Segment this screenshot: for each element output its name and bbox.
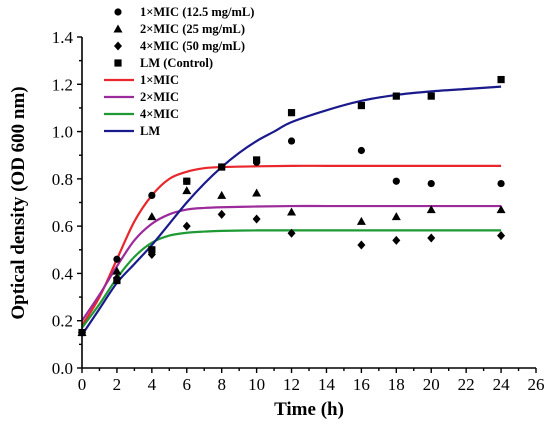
data-point-circle xyxy=(392,177,400,185)
x-tick-label: 14 xyxy=(318,375,336,394)
y-tick-label: 0.2 xyxy=(52,312,73,331)
x-tick-label: 6 xyxy=(183,375,192,394)
legend-label: 4×MIC (50 mg/mL) xyxy=(140,39,245,53)
data-point-square xyxy=(357,101,365,110)
y-tick-label: 0.4 xyxy=(52,264,74,283)
legend-label: 2×MIC xyxy=(140,90,179,104)
x-tick-label: 16 xyxy=(353,375,370,394)
data-point-square xyxy=(427,92,435,100)
data-point-triangle xyxy=(252,188,262,197)
fit-line-4 xyxy=(81,164,502,327)
y-tick-label: 0.6 xyxy=(52,217,73,236)
data-point-triangle xyxy=(426,205,436,214)
data-point-diamond xyxy=(497,231,506,241)
data-point-triangle xyxy=(496,205,506,214)
x-axis-title: Time (h) xyxy=(274,399,344,420)
data-point-triangle xyxy=(112,266,122,275)
data-point-triangle xyxy=(356,216,366,225)
y-tick-label: 0.8 xyxy=(52,170,73,189)
y-tick-label: 1.4 xyxy=(52,28,74,47)
data-point-diamond xyxy=(217,209,226,219)
x-tick-label: 10 xyxy=(248,375,265,394)
data-point-circle xyxy=(357,146,365,155)
data-point-circle xyxy=(287,137,296,145)
x-tick-label: 0 xyxy=(78,375,87,394)
data-point-diamond xyxy=(287,228,296,238)
x-tick-label: 2 xyxy=(113,375,122,394)
legend-label: 2×MIC (25 mg/mL) xyxy=(140,22,245,36)
data-point-diamond xyxy=(182,221,191,231)
data-point-triangle xyxy=(217,190,227,199)
legend-label: 1×MIC (12.5 mg/mL) xyxy=(140,5,254,19)
y-tick-label: 0.0 xyxy=(52,359,73,378)
data-point-square xyxy=(148,246,156,254)
data-point-square xyxy=(392,92,400,100)
x-tick-label: 12 xyxy=(283,375,300,394)
data-point-diamond xyxy=(392,235,401,245)
x-tick-label: 8 xyxy=(217,375,226,394)
legend-label: 1×MIC xyxy=(140,73,179,87)
legend-marker-circle xyxy=(114,8,122,16)
y-tick-label: 1.0 xyxy=(52,123,73,142)
data-point-circle xyxy=(113,255,121,263)
data-point-triangle xyxy=(287,207,297,216)
data-point-triangle xyxy=(147,212,157,221)
plot-area xyxy=(77,75,506,338)
data-point-square xyxy=(253,156,261,164)
data-point-circle xyxy=(427,179,435,188)
y-tick-label: 1.2 xyxy=(52,75,73,94)
x-tick-label: 20 xyxy=(423,375,440,394)
legend-marker-square xyxy=(114,59,122,67)
x-tick-label: 18 xyxy=(388,375,405,394)
x-tick-label: 26 xyxy=(528,375,545,394)
data-point-diamond xyxy=(252,214,261,224)
fit-line-6 xyxy=(81,229,502,329)
legend-marker-triangle xyxy=(113,24,123,33)
data-point-square xyxy=(183,177,191,185)
data-point-circle xyxy=(497,179,505,188)
data-point-square xyxy=(113,276,121,285)
data-point-diamond xyxy=(427,233,436,243)
x-tick-label: 4 xyxy=(148,375,157,394)
data-point-square xyxy=(497,75,505,84)
legend: 1×MIC (12.5 mg/mL) 2×MIC (25 mg/mL) 4×MIC … xyxy=(104,5,254,138)
data-point-square xyxy=(287,109,296,117)
legend-marker-diamond xyxy=(114,41,122,51)
data-point-triangle xyxy=(391,212,401,221)
data-point-square xyxy=(218,163,226,171)
legend-label: LM (Control) xyxy=(140,56,213,70)
data-point-circle xyxy=(148,191,156,200)
y-axis-title: Optical density (OD 600 nm) xyxy=(8,86,29,319)
fit-line-5 xyxy=(81,204,502,322)
x-tick-label: 24 xyxy=(493,375,511,394)
legend-label: LM xyxy=(140,124,160,138)
data-point-triangle xyxy=(182,186,192,195)
data-point-diamond xyxy=(357,240,366,250)
x-tick-label: 22 xyxy=(458,375,475,394)
legend-label: 4×MIC xyxy=(140,107,179,121)
